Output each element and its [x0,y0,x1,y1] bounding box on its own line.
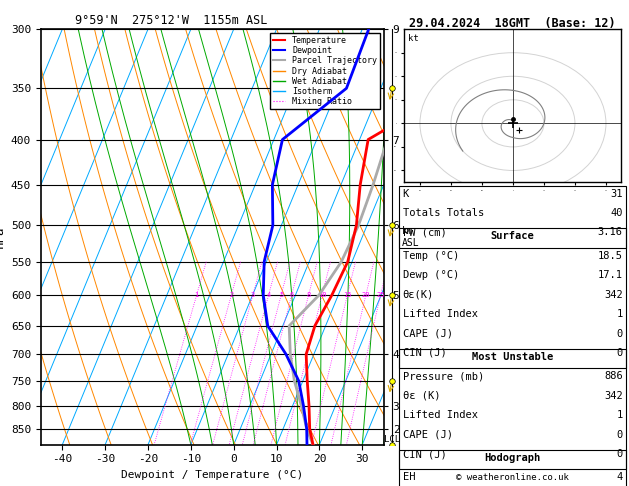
Text: CAPE (J): CAPE (J) [403,430,452,440]
Text: 18.5: 18.5 [598,251,623,261]
Text: 1: 1 [616,410,623,420]
Text: 342: 342 [604,290,623,300]
Text: 1: 1 [194,292,199,298]
Text: 2: 2 [229,292,233,298]
Text: kt: kt [408,34,418,43]
Text: θε(K): θε(K) [403,290,434,300]
Text: Surface: Surface [491,231,535,242]
Title: 9°59'N  275°12'W  1155m ASL: 9°59'N 275°12'W 1155m ASL [75,14,267,27]
Text: Lifted Index: Lifted Index [403,309,477,319]
Text: 4: 4 [267,292,270,298]
Text: Totals Totals: Totals Totals [403,208,484,218]
Text: 25: 25 [376,292,385,298]
Text: 0: 0 [616,348,623,358]
Text: Most Unstable: Most Unstable [472,352,554,362]
Text: Temp (°C): Temp (°C) [403,251,459,261]
Text: 0: 0 [616,329,623,339]
Y-axis label: hPa: hPa [0,226,6,248]
Text: CIN (J): CIN (J) [403,449,447,459]
Text: Dewp (°C): Dewp (°C) [403,270,459,280]
Text: 342: 342 [604,391,623,401]
Y-axis label: km
ASL: km ASL [403,226,420,248]
Text: 31: 31 [610,189,623,199]
Text: Pressure (mb): Pressure (mb) [403,371,484,382]
Text: PW (cm): PW (cm) [403,227,447,238]
Text: 0: 0 [616,449,623,459]
Text: 3: 3 [251,292,255,298]
Text: 5: 5 [279,292,283,298]
Text: 0: 0 [616,430,623,440]
Text: 29.04.2024  18GMT  (Base: 12): 29.04.2024 18GMT (Base: 12) [409,17,616,30]
Text: LCL: LCL [384,435,400,444]
Text: 40: 40 [610,208,623,218]
Text: 6: 6 [289,292,294,298]
Text: 20: 20 [362,292,370,298]
Text: 3.16: 3.16 [598,227,623,238]
Text: 10: 10 [318,292,326,298]
Text: © weatheronline.co.uk: © weatheronline.co.uk [456,473,569,482]
Text: 17.1: 17.1 [598,270,623,280]
Legend: Temperature, Dewpoint, Parcel Trajectory, Dry Adiabat, Wet Adiabat, Isotherm, Mi: Temperature, Dewpoint, Parcel Trajectory… [270,34,379,109]
Text: CIN (J): CIN (J) [403,348,447,358]
Text: 8: 8 [306,292,311,298]
Text: EH: EH [403,472,415,483]
Text: Hodograph: Hodograph [484,453,541,463]
Text: 1: 1 [616,309,623,319]
Text: 886: 886 [604,371,623,382]
X-axis label: Dewpoint / Temperature (°C): Dewpoint / Temperature (°C) [121,470,303,480]
Text: Lifted Index: Lifted Index [403,410,477,420]
Text: CAPE (J): CAPE (J) [403,329,452,339]
Text: θε (K): θε (K) [403,391,440,401]
Text: 15: 15 [343,292,352,298]
Text: 4: 4 [616,472,623,483]
Text: K: K [403,189,409,199]
